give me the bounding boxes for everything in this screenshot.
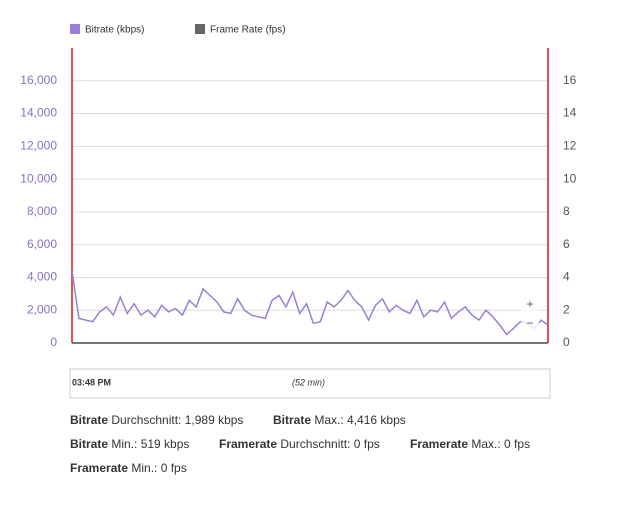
navigator-start: 03:48 PM — [72, 377, 111, 387]
navigator-duration: (52 min) — [292, 377, 325, 387]
y-tick-label: 8,000 — [27, 204, 57, 218]
y-tick-label: 16,000 — [20, 73, 57, 87]
stat-text: Durchschnitt: 1,989 kbps — [111, 413, 244, 427]
y2-tick-label: 14 — [563, 106, 577, 120]
y-tick-label: 4,000 — [27, 270, 57, 284]
legend-label[interactable]: Frame Rate (fps) — [210, 25, 286, 36]
stat: Bitrate Max.: 4,416 kbps — [273, 413, 406, 427]
stat-label: Bitrate — [273, 413, 312, 427]
stat: Bitrate Min.: 519 kbps — [70, 437, 189, 451]
stat-label: Framerate — [410, 437, 469, 451]
stat-text: Max.: 0 fps — [471, 437, 531, 451]
y2-tick-label: 4 — [563, 270, 570, 284]
stat-label: Bitrate — [70, 413, 109, 427]
stat-label: Bitrate — [70, 437, 109, 451]
y2-tick-label: 6 — [563, 237, 570, 251]
y2-tick-label: 16 — [563, 73, 577, 87]
stat: Framerate Min.: 0 fps — [70, 461, 187, 475]
y2-tick-label: 8 — [563, 204, 570, 218]
stat-text: Min.: 519 kbps — [111, 437, 190, 451]
y2-tick-label: 0 — [563, 335, 570, 349]
legend-swatch[interactable] — [70, 24, 80, 34]
chart: 03:48 PM (52 min) 0 2,000 4,000 6,000 8,000 1… — [20, 24, 577, 399]
stat-label: Framerate — [70, 461, 129, 475]
zoom-label[interactable]: − — [526, 316, 533, 330]
y-tick-label: 12,000 — [20, 139, 57, 153]
zoom-button[interactable] — [521, 315, 539, 333]
y2-tick-label: 2 — [563, 302, 570, 316]
stat-text: Durchschnitt: 0 fps — [280, 437, 380, 451]
zoom-label[interactable]: + — [526, 297, 533, 311]
stat-text: Min.: 0 fps — [131, 461, 187, 475]
y-tick-label: 14,000 — [20, 106, 57, 120]
y-tick-label: 0 — [50, 335, 57, 349]
y-tick-label: 6,000 — [27, 237, 57, 251]
stat-text: Max.: 4,416 kbps — [314, 413, 406, 427]
stat-label: Framerate — [219, 437, 278, 451]
stat: Framerate Max.: 0 fps — [410, 437, 530, 451]
y-tick-label: 2,000 — [27, 302, 57, 316]
legend-label[interactable]: Bitrate (kbps) — [85, 25, 144, 36]
zoom-button[interactable] — [521, 296, 539, 314]
navigator[interactable] — [69, 368, 551, 399]
y2-tick-label: 10 — [563, 171, 577, 185]
stat: Framerate Durchschnitt: 0 fps — [219, 437, 380, 451]
y-tick-label: 10,000 — [20, 171, 57, 185]
legend-swatch[interactable] — [195, 24, 205, 34]
stat: Bitrate Durchschnitt: 1,989 kbps — [70, 413, 243, 427]
y2-tick-label: 12 — [563, 139, 577, 153]
series-line — [71, 270, 549, 336]
